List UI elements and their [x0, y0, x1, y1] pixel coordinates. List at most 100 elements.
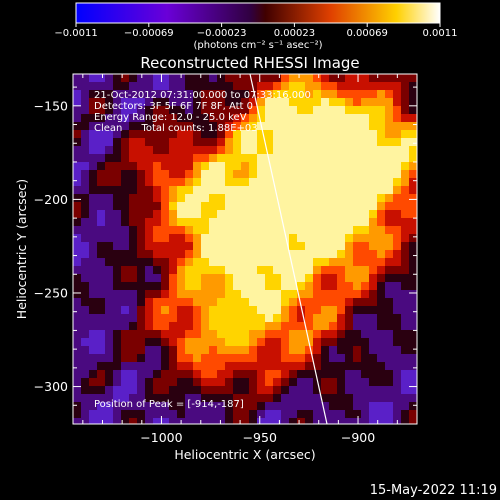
- heatmap-cell: [97, 122, 105, 130]
- heatmap-cell: [273, 394, 281, 402]
- heatmap-cell: [385, 322, 393, 330]
- heatmap-cell: [361, 194, 369, 202]
- heatmap-cell: [161, 274, 169, 282]
- heatmap-cell: [377, 314, 385, 322]
- heatmap-cell: [393, 362, 401, 370]
- heatmap-cell: [145, 330, 153, 338]
- heatmap-cell: [217, 226, 225, 234]
- heatmap-cell: [305, 138, 313, 146]
- heatmap-cell: [369, 402, 377, 410]
- heatmap-cell: [265, 218, 273, 226]
- heatmap-cell: [217, 298, 225, 306]
- heatmap-cell: [345, 106, 353, 114]
- heatmap-cell: [137, 418, 145, 424]
- heatmap-cell: [121, 210, 129, 218]
- heatmap-cell: [281, 282, 289, 290]
- heatmap-cell: [273, 370, 281, 378]
- heatmap-cell: [265, 354, 273, 362]
- heatmap-cell: [241, 210, 249, 218]
- heatmap-cell: [121, 194, 129, 202]
- heatmap-cell: [337, 418, 345, 424]
- heatmap-cell: [361, 282, 369, 290]
- heatmap-cell: [113, 354, 121, 362]
- heatmap-cell: [73, 298, 81, 306]
- heatmap-cell: [89, 98, 97, 106]
- heatmap-cell: [161, 378, 169, 386]
- heatmap-cell: [193, 202, 201, 210]
- heatmap-cell: [369, 242, 377, 250]
- heatmap-cell: [185, 346, 193, 354]
- heatmap-cell: [281, 170, 289, 178]
- heatmap-cell: [209, 330, 217, 338]
- heatmap-cell: [385, 394, 393, 402]
- heatmap-cell: [361, 154, 369, 162]
- heatmap-cell: [145, 186, 153, 194]
- heatmap-cell: [297, 82, 305, 90]
- heatmap-cell: [281, 138, 289, 146]
- heatmap-cell: [401, 98, 409, 106]
- heatmap-cell: [313, 346, 321, 354]
- heatmap-cell: [97, 74, 105, 82]
- heatmap-cell: [337, 258, 345, 266]
- heatmap-cell: [273, 282, 281, 290]
- heatmap-cell: [337, 146, 345, 154]
- heatmap-cell: [81, 378, 89, 386]
- heatmap-cell: [185, 362, 193, 370]
- heatmap-cell: [313, 98, 321, 106]
- heatmap-cell: [385, 106, 393, 114]
- heatmap-cell: [81, 130, 89, 138]
- heatmap-cell: [177, 210, 185, 218]
- heatmap-cell: [137, 298, 145, 306]
- heatmap-cell: [209, 362, 217, 370]
- heatmap-cell: [153, 314, 161, 322]
- heatmap-cell: [225, 346, 233, 354]
- heatmap-cell: [297, 154, 305, 162]
- heatmap-cell: [313, 170, 321, 178]
- heatmap-cell: [369, 378, 377, 386]
- heatmap-cell: [209, 250, 217, 258]
- heatmap-cell: [281, 418, 289, 424]
- heatmap-cell: [241, 306, 249, 314]
- heatmap-cell: [321, 106, 329, 114]
- heatmap-cell: [361, 362, 369, 370]
- heatmap-cell: [153, 306, 161, 314]
- heatmap-cell: [233, 82, 241, 90]
- heatmap-cell: [385, 114, 393, 122]
- heatmap-cell: [225, 322, 233, 330]
- heatmap-cell: [121, 226, 129, 234]
- heatmap-cell: [129, 250, 137, 258]
- heatmap-cell: [345, 346, 353, 354]
- heatmap-cell: [241, 202, 249, 210]
- heatmap-cell: [321, 330, 329, 338]
- heatmap-cell: [113, 186, 121, 194]
- heatmap-cell: [209, 402, 217, 410]
- heatmap-cell: [345, 242, 353, 250]
- heatmap-cell: [81, 298, 89, 306]
- heatmap-cell: [201, 266, 209, 274]
- heatmap-cell: [137, 154, 145, 162]
- heatmap-cell: [137, 370, 145, 378]
- heatmap-cell: [201, 98, 209, 106]
- heatmap-cell: [105, 354, 113, 362]
- heatmap-cell: [321, 234, 329, 242]
- heatmap-cell: [153, 178, 161, 186]
- heatmap-cell: [281, 218, 289, 226]
- heatmap-cell: [201, 194, 209, 202]
- heatmap-cell: [225, 106, 233, 114]
- heatmap-cell: [241, 322, 249, 330]
- heatmap-cell: [313, 162, 321, 170]
- heatmap-cell: [105, 386, 113, 394]
- heatmap-cell: [257, 418, 265, 424]
- heatmap-cell: [169, 122, 177, 130]
- heatmap-cell: [329, 370, 337, 378]
- heatmap-cell: [217, 370, 225, 378]
- heatmap-cell: [257, 282, 265, 290]
- heatmap-cell: [289, 122, 297, 130]
- heatmap-cell: [89, 186, 97, 194]
- heatmap-cell: [121, 74, 129, 82]
- heatmap-cell: [81, 162, 89, 170]
- heatmap-cell: [409, 138, 417, 146]
- heatmap-cell: [369, 234, 377, 242]
- colorbar: −0.0011 −0.00069 −0.00023 0.00023 0.00069 0.0…: [54, 2, 458, 51]
- heatmap-cell: [297, 394, 305, 402]
